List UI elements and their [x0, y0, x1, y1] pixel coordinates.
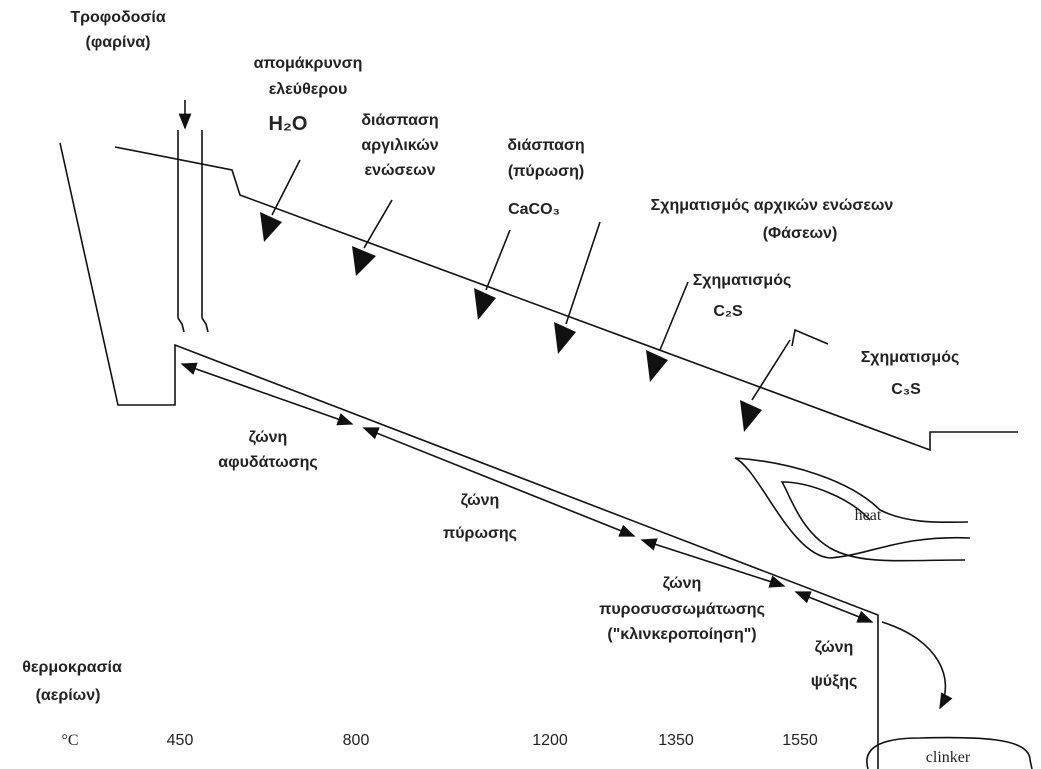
zone-label: πυροσυσσωμάτωσης: [599, 601, 765, 618]
reaction-label: (πύρωση): [508, 163, 584, 180]
reaction-label: διάσπαση: [507, 137, 584, 154]
temperature-value: 1550: [782, 732, 818, 749]
reaction-label: ελεύθερου: [269, 81, 348, 98]
reaction-label: ενώσεων: [365, 162, 436, 179]
temperature-unit: °C: [61, 732, 78, 749]
reaction-label: αργιλικών: [361, 137, 438, 154]
clinker-pile: [866, 736, 1033, 769]
heat-flame: [734, 457, 971, 562]
reaction-label: C₃S: [891, 381, 921, 398]
zone-arrows: [180, 362, 874, 623]
clinker-label: clinker: [926, 749, 971, 766]
feed-label: (φαρίνα): [85, 34, 150, 51]
reaction-arrows: [260, 159, 791, 432]
temperature-value: 1200: [532, 732, 568, 749]
reaction-label: Σχηματισμός: [861, 349, 960, 366]
zone-label: πύρωσης: [443, 525, 517, 542]
reaction-label: (Φάσεων): [763, 225, 838, 242]
temperature-value: 1350: [658, 732, 694, 749]
temperature-label: θερμοκρασία: [22, 659, 122, 676]
zone-label: ("κλινκεροποίηση"): [607, 626, 756, 643]
reaction-label: H₂O: [269, 113, 308, 135]
reaction-label: διάσπαση: [361, 112, 438, 129]
zone-label: ζώνη: [461, 492, 500, 509]
reaction-label: απομάκρυνση: [254, 55, 363, 72]
temperature-label: (αερίων): [36, 687, 101, 704]
zone-label: ζώνη: [663, 575, 702, 592]
reaction-label: C₂S: [713, 303, 743, 320]
clinker-arrow: [881, 621, 953, 710]
zone-label: ψύξης: [811, 673, 858, 690]
reaction-label: Σχηματισμός αρχικών ενώσεων: [651, 197, 894, 214]
reaction-label: Σχηματισμός: [693, 272, 792, 289]
zone-label: αφυδάτωσης: [218, 454, 317, 471]
temperature-value: 800: [343, 732, 370, 749]
heat-label: heat: [855, 507, 882, 524]
temperature-value: 450: [167, 732, 194, 749]
zone-label: ζώνη: [815, 639, 854, 656]
feed-label: Τροφοδοσία: [70, 9, 166, 26]
reaction-label: CaCO₃: [508, 201, 560, 218]
zone-label: ζώνη: [249, 429, 288, 446]
kiln-outline: [59, 100, 1018, 769]
